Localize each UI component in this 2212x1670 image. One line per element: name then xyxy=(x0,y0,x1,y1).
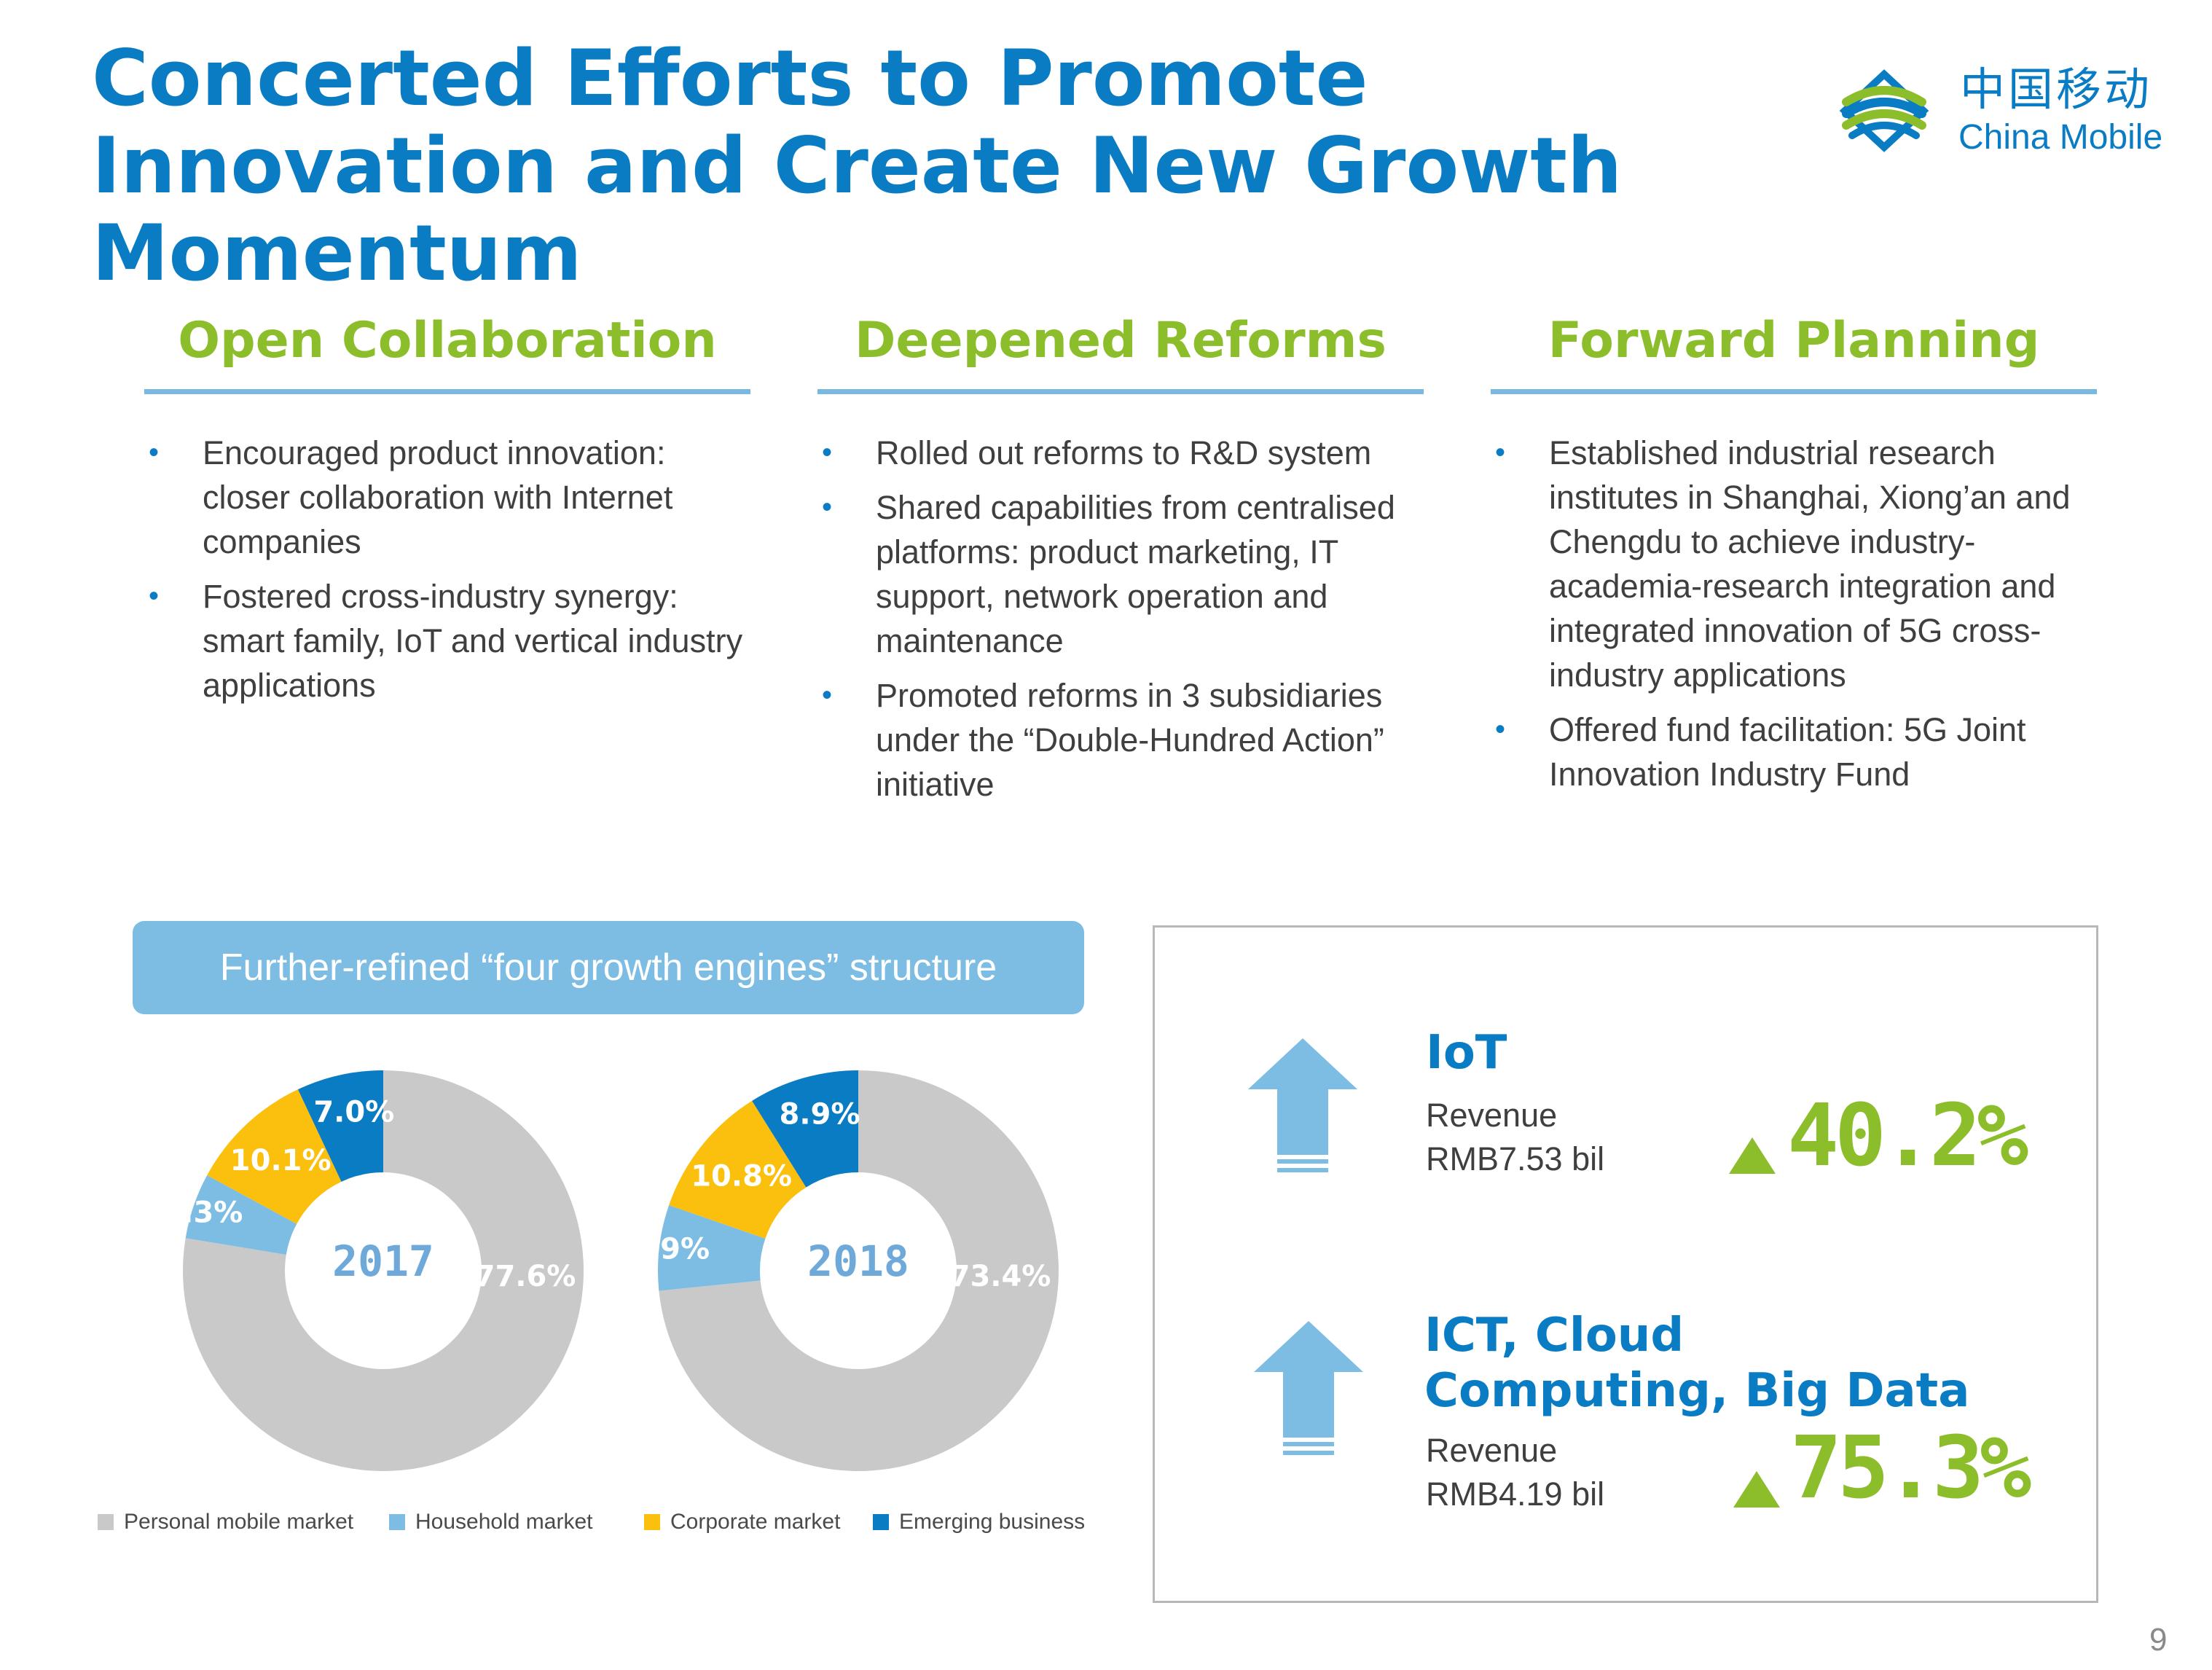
bullet-icon: • xyxy=(1495,713,1506,745)
bullet-text: Promoted reforms in 3 subsidiaries under… xyxy=(876,677,1384,803)
column-heading: Open Collaboration xyxy=(178,312,717,369)
legend-label: Personal mobile market xyxy=(124,1510,354,1534)
bullet-item: • Promoted reforms in 3 subsidiaries unde… xyxy=(817,673,1424,807)
donut-data-label-household: 6.9% xyxy=(629,1232,710,1266)
page-number: 9 xyxy=(2149,1622,2168,1658)
legend-label: Household market xyxy=(415,1510,593,1534)
donut-chart-2017: 77.6% 5.3% 10.1% 7.0% 2017 xyxy=(162,1067,587,1475)
donut-slice-personal-mobile xyxy=(659,1070,1059,1471)
donut-data-label-personal-mobile: 73.4% xyxy=(950,1260,1051,1293)
donut-data-label-corporate: 10.1% xyxy=(230,1144,332,1177)
up-arrow-icon xyxy=(1254,1321,1363,1455)
segment-revenue-label: Revenue xyxy=(1426,1432,1558,1469)
growth-up-triangle-icon xyxy=(1733,1471,1780,1508)
legend-label: Corporate market xyxy=(670,1510,841,1534)
donut-center-label: 2017 xyxy=(332,1236,434,1286)
bullet-icon: • xyxy=(822,679,833,711)
segment-growth-iot: 40.2% xyxy=(1787,1085,2028,1185)
column-forward-planning: Forward Planning • Established industrial… xyxy=(1491,305,2097,807)
bullet-item: • Fostered cross-industry synergy: smart … xyxy=(144,574,750,707)
bullet-item: • Offered fund facilitation: 5G Joint Inn… xyxy=(1491,707,2097,796)
growth-up-triangle-icon xyxy=(1729,1137,1776,1174)
segment-title-iot: IoT xyxy=(1426,1026,1507,1080)
donut-slice-household xyxy=(658,1205,766,1291)
up-arrow-icon xyxy=(1248,1038,1357,1172)
bullet-item: • Established industrial research institu… xyxy=(1491,431,2097,697)
bullet-item: • Rolled out reforms to R&D system xyxy=(817,431,1424,475)
column-deepened-reforms: Deepened Reforms • Rolled out reforms to … xyxy=(817,305,1424,817)
bullet-text: Shared capabilities from centralised pla… xyxy=(876,489,1395,659)
legend-swatch xyxy=(98,1514,114,1530)
segment-revenue-label: Revenue xyxy=(1426,1097,1558,1134)
segment-title-ict: ICT, Cloud Computing, Big Data xyxy=(1424,1309,1970,1418)
legend-label: Emerging business xyxy=(899,1510,1086,1534)
column-divider xyxy=(1491,389,2097,394)
segment-revenue-value: RMB7.53 bil xyxy=(1426,1140,1605,1177)
column-open-collaboration: Open Collaboration • Encouraged product i… xyxy=(144,305,750,718)
bullet-icon: • xyxy=(822,491,833,523)
bullet-list: • Established industrial research institu… xyxy=(1491,431,2097,796)
bullet-icon: • xyxy=(822,436,833,469)
bullet-text: Fostered cross-industry synergy: smart f… xyxy=(203,578,743,704)
bullet-list: • Encouraged product innovation: closer c… xyxy=(144,431,750,707)
bullet-icon: • xyxy=(149,436,160,469)
donut-slice-household xyxy=(185,1175,297,1255)
segment-highlights-box: IoT Revenue RMB7.53 bil 40.2% ICT, Cloud… xyxy=(1153,925,2098,1603)
donut-data-label-emerging-business: 7.0% xyxy=(313,1095,394,1129)
chart-legend: Personal mobile market Household market … xyxy=(98,1504,1118,1540)
donut-slice-emerging-business xyxy=(752,1070,858,1188)
segment-growth-ict: 75.3% xyxy=(1790,1417,2031,1518)
column-heading: Forward Planning xyxy=(1548,312,2040,369)
donut-slice-corporate xyxy=(669,1100,807,1239)
donut-data-label-household: 5.3% xyxy=(162,1196,243,1230)
bullet-text: Established industrial research institut… xyxy=(1549,434,2071,694)
bullet-text: Rolled out reforms to R&D system xyxy=(876,434,1372,471)
donut-data-label-emerging-business: 8.9% xyxy=(780,1098,860,1132)
column-heading: Deepened Reforms xyxy=(854,312,1387,369)
donut-data-label-personal-mobile: 77.6% xyxy=(475,1260,576,1293)
china-mobile-logo-icon xyxy=(1839,69,1929,152)
donut-slice-personal-mobile xyxy=(182,1070,584,1471)
bullet-item: • Encouraged product innovation: closer c… xyxy=(144,431,750,564)
bullet-text: Offered fund facilitation: 5G Joint Inno… xyxy=(1549,711,2026,793)
bullet-list: • Rolled out reforms to R&D system • Share… xyxy=(817,431,1424,807)
legend-swatch xyxy=(873,1514,889,1530)
bullet-icon: • xyxy=(1495,436,1506,469)
donut-chart-2018: 73.4% 6.9% 10.8% 8.9% 2018 xyxy=(629,1067,1062,1475)
donut-slice-emerging-business xyxy=(297,1070,383,1182)
bullet-text: Encouraged product innovation: closer co… xyxy=(203,434,673,560)
bullet-icon: • xyxy=(149,580,160,612)
donut-data-label-corporate: 10.8% xyxy=(691,1159,792,1193)
page-title: Concerted Efforts to Promote Innovation … xyxy=(92,34,1623,298)
segment-revenue-value: RMB4.19 bil xyxy=(1426,1475,1605,1513)
donut-svg: 73.4% 6.9% 10.8% 8.9% xyxy=(629,1070,1059,1471)
donut-slice-corporate xyxy=(207,1089,342,1224)
donut-svg: 77.6% 5.3% 10.1% 7.0% xyxy=(162,1070,584,1471)
logo-english-text: China Mobile xyxy=(1958,118,2163,157)
legend-swatch xyxy=(389,1514,405,1530)
legend-swatch xyxy=(644,1514,660,1530)
china-mobile-logo: 中国移动 China Mobile xyxy=(1830,60,2173,162)
logo-chinese-text: 中国移动 xyxy=(1960,63,2153,116)
growth-engines-banner: Further-refined “four growth engines” st… xyxy=(133,921,1084,1014)
column-divider xyxy=(144,389,750,394)
bullet-item: • Shared capabilities from centralised pl… xyxy=(817,485,1424,663)
donut-center-label: 2018 xyxy=(807,1236,909,1286)
column-divider xyxy=(817,389,1424,394)
